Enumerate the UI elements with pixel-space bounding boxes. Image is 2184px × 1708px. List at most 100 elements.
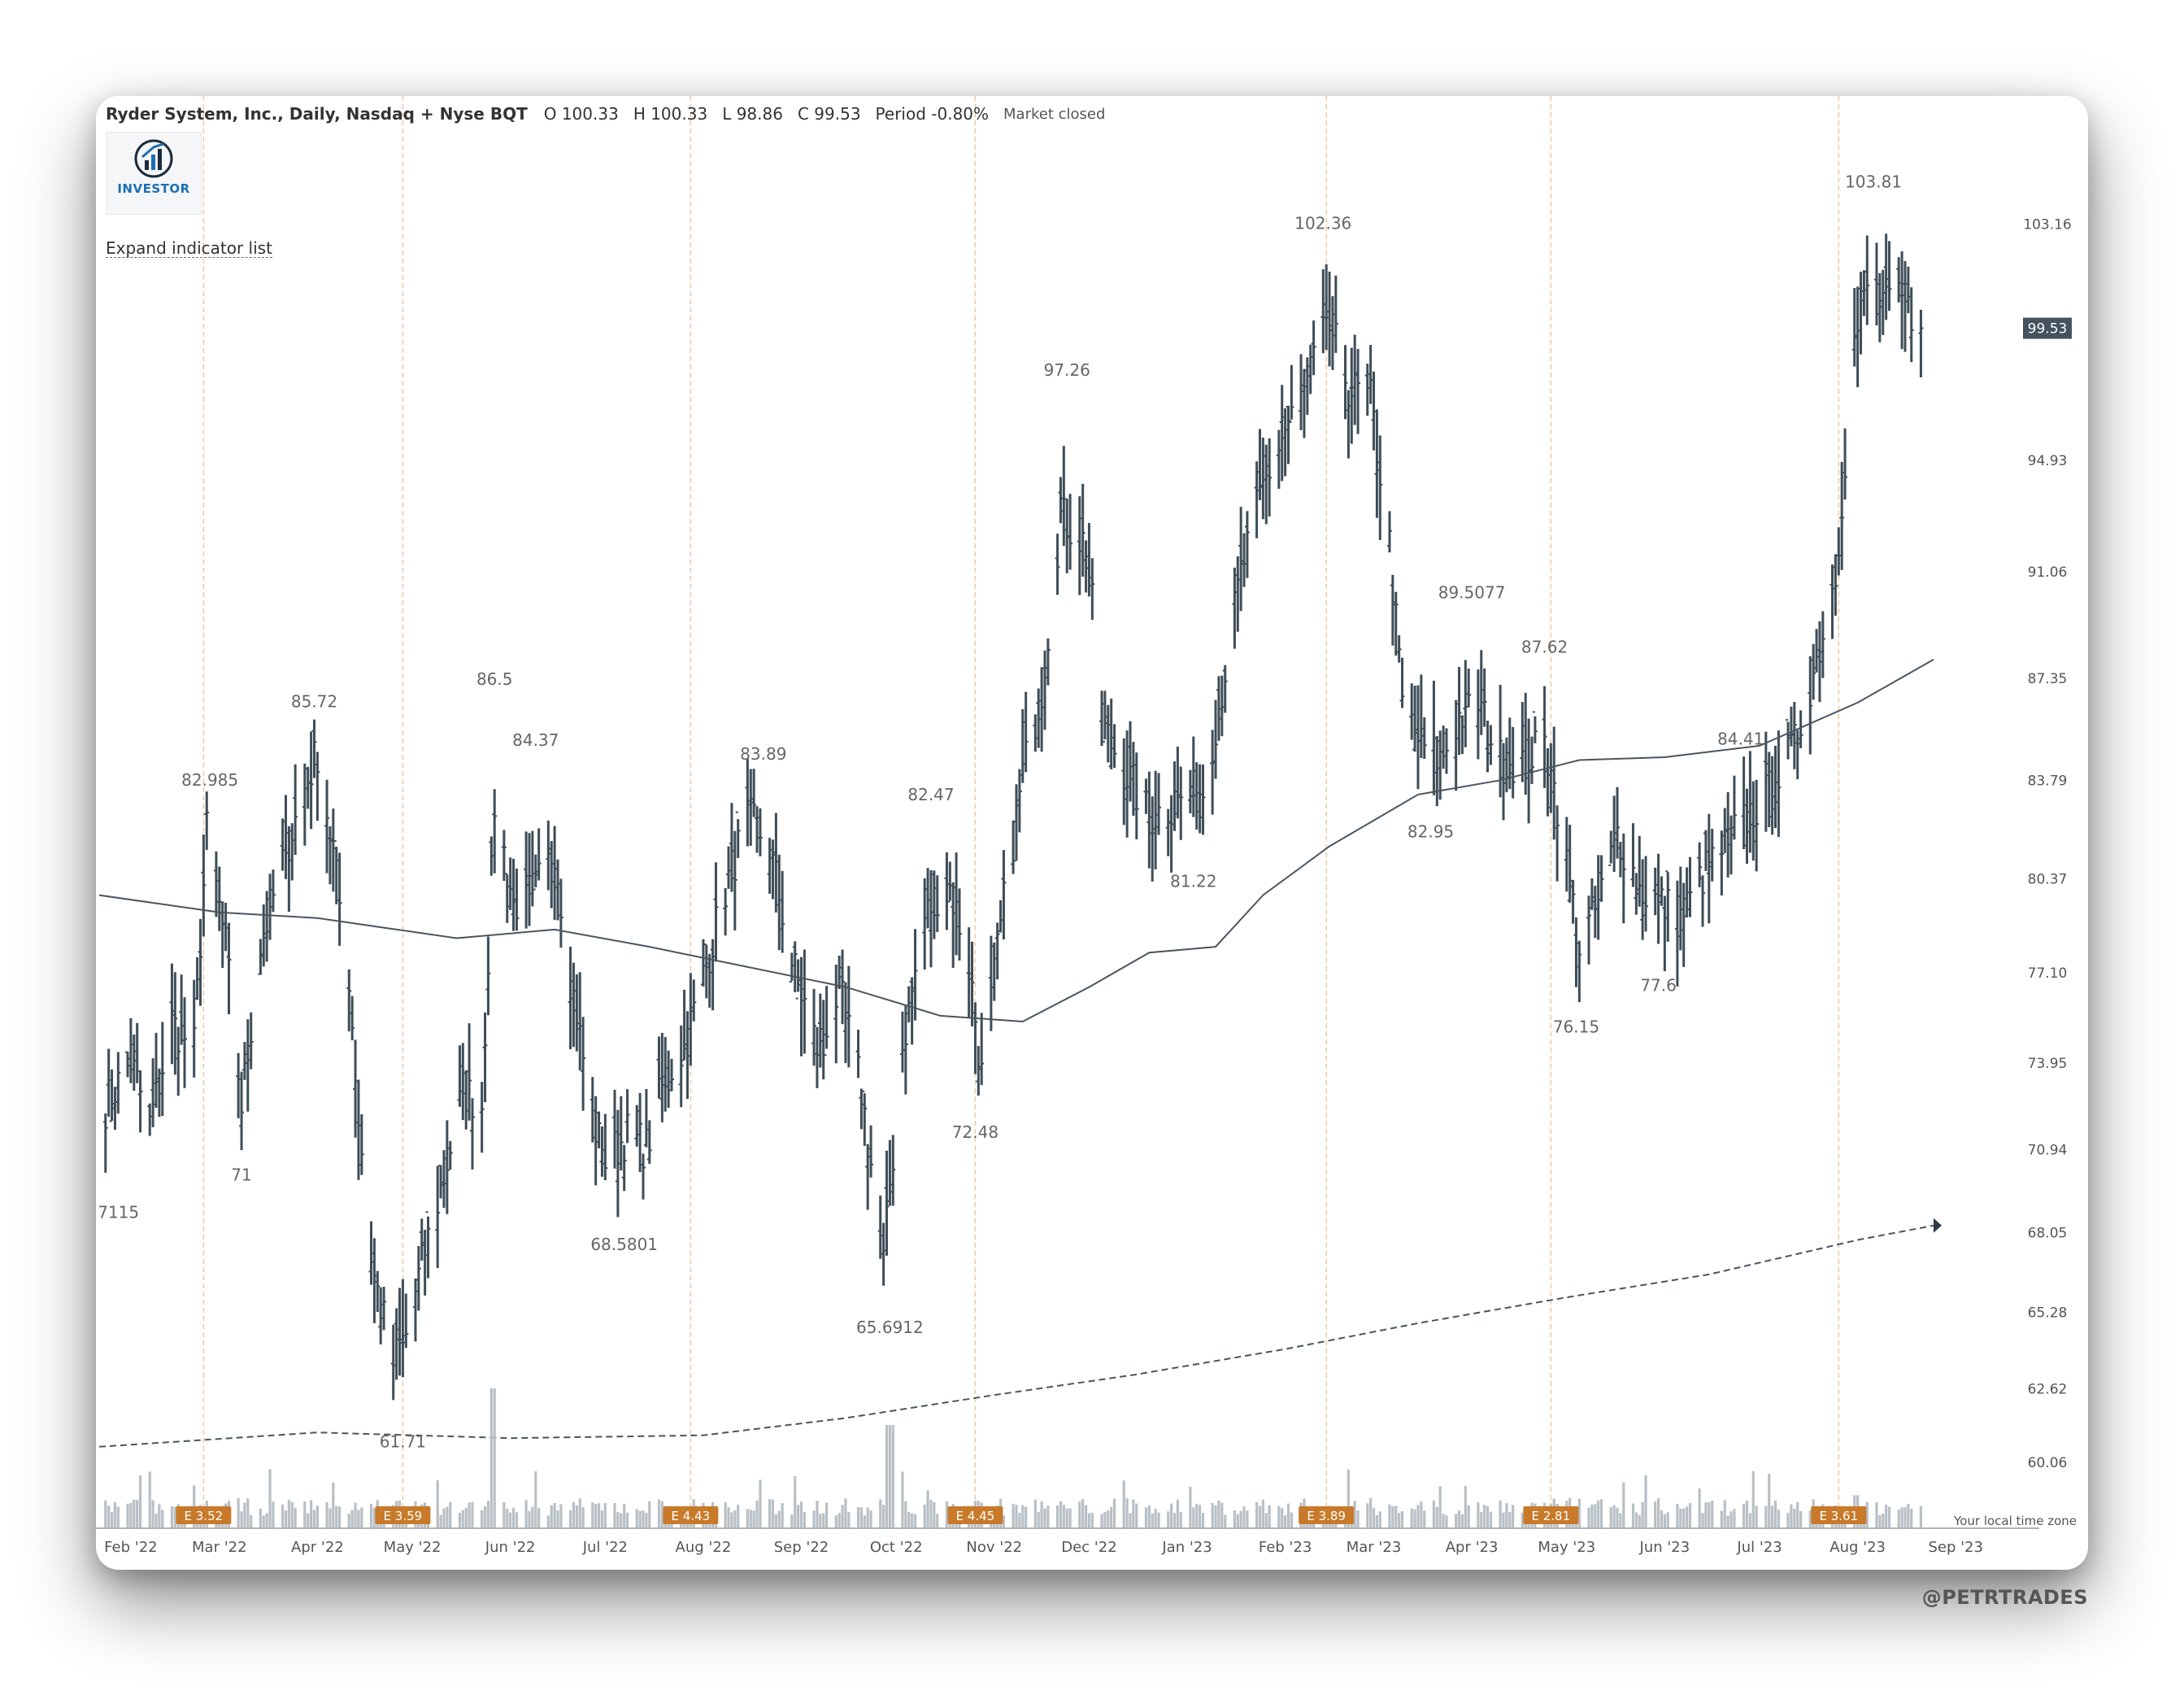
volume-bar <box>841 1505 844 1527</box>
volume-bar <box>746 1509 749 1527</box>
volume-bar <box>1410 1508 1413 1527</box>
price-chart[interactable]: E 3.52 E 3.59 E 4.43 E 4.45 E 3.89 E 2.81 E 3.… <box>96 96 2088 1570</box>
volume-bar <box>774 1514 777 1527</box>
x-tick-label: Jan '23 <box>1161 1539 1212 1556</box>
x-tick-label: Mar '23 <box>1347 1539 1402 1556</box>
volume-bar <box>1654 1501 1657 1527</box>
volume-bar <box>603 1503 607 1527</box>
volume-bar <box>294 1507 297 1527</box>
volume-bar <box>1755 1505 1758 1527</box>
volume-bar <box>856 1506 860 1527</box>
volume-bar <box>1416 1505 1420 1527</box>
x-tick-label: Jun '23 <box>1639 1539 1690 1556</box>
volume-bar <box>312 1510 316 1527</box>
volume-bar <box>515 1512 519 1527</box>
volume-bar <box>1284 1515 1287 1527</box>
volume-bar <box>759 1479 762 1527</box>
volume-bar <box>506 1509 509 1527</box>
price-annotation: 65.6912 <box>856 1318 924 1337</box>
investor-logo: INVESTOR <box>106 132 202 215</box>
expand-indicator-list-link[interactable]: Expand indicator list <box>106 238 272 258</box>
x-tick-label: Oct '22 <box>870 1539 923 1556</box>
volume-bar <box>246 1498 250 1527</box>
volume-bar <box>847 1512 851 1527</box>
volume-bar <box>464 1507 468 1527</box>
volume-bar <box>1347 1469 1351 1527</box>
volume-bar <box>1729 1511 1733 1527</box>
y-tick-label: 103.16 <box>2023 216 2071 233</box>
volume-bar <box>1189 1486 1192 1527</box>
price-annotation: 84.37 <box>512 730 559 750</box>
volume-bar <box>936 1514 939 1527</box>
open-value: O 100.33 <box>543 104 619 124</box>
volume-bar <box>1423 1510 1426 1527</box>
high-value: H 100.33 <box>633 104 708 124</box>
volume-bar <box>1135 1503 1138 1527</box>
watermark: @PETRTRADES <box>1921 1586 2088 1609</box>
volume-bar <box>556 1510 559 1527</box>
volume-bar <box>1103 1512 1107 1527</box>
volume-bar <box>616 1512 620 1527</box>
volume-bar <box>638 1510 642 1527</box>
volume-bar <box>1505 1503 1508 1527</box>
volume-bar <box>1638 1514 1641 1527</box>
market-status: Market closed <box>1003 105 1106 123</box>
volume-bar <box>1046 1505 1050 1527</box>
volume-bar <box>1502 1512 1505 1527</box>
volume-bar <box>1679 1508 1682 1527</box>
play-marker-icon <box>1933 1218 1942 1233</box>
volume-bar <box>442 1508 446 1527</box>
volume-bar <box>461 1510 464 1527</box>
volume-bar <box>1477 1502 1480 1527</box>
volume-bar <box>262 1515 265 1527</box>
price-annotation: 82.985 <box>181 770 238 790</box>
y-tick-label: 87.35 <box>2028 671 2068 687</box>
low-value: L 98.86 <box>722 104 783 124</box>
volume-bar <box>749 1510 752 1527</box>
x-tick-label: Jul '23 <box>1736 1539 1782 1556</box>
y-tick-label: 65.28 <box>2028 1305 2068 1321</box>
volume-bar <box>268 1469 272 1527</box>
volume-bar <box>834 1515 837 1527</box>
volume-bar <box>819 1514 822 1527</box>
volume-bar <box>1907 1504 1910 1527</box>
volume-bar <box>350 1510 354 1527</box>
moving-average-line <box>98 659 1934 1023</box>
volume-bar <box>1489 1511 1493 1527</box>
y-tick-label: 91.06 <box>2028 564 2068 581</box>
volume-bar <box>869 1510 872 1527</box>
volume-bar <box>1796 1501 1799 1527</box>
volume-bar <box>553 1502 556 1527</box>
volume-bar <box>1508 1511 1512 1527</box>
volume-bar <box>1059 1501 1063 1527</box>
volume-bar <box>1445 1515 1448 1527</box>
volume-bar <box>816 1501 819 1527</box>
volume-bar <box>1711 1501 1714 1527</box>
logo-text: INVESTOR <box>117 181 190 196</box>
volume-bar <box>1808 1510 1812 1527</box>
volume-bar <box>1432 1500 1436 1527</box>
volume-bar <box>161 1510 164 1527</box>
volume-bar <box>635 1509 638 1527</box>
price-annotation: 89.5077 <box>1438 583 1506 603</box>
volume-bar <box>369 1503 373 1527</box>
volume-bar <box>1723 1500 1726 1527</box>
volume-bar <box>797 1505 800 1527</box>
volume-bar <box>594 1503 598 1527</box>
volume-bar <box>133 1499 136 1527</box>
volume-bar <box>1420 1501 1423 1527</box>
volume-bar <box>730 1512 733 1527</box>
dashed-projection-line <box>98 1224 1934 1448</box>
period-change: Period -0.80% <box>875 104 990 124</box>
volume-bar <box>354 1502 357 1527</box>
volume-bar <box>648 1501 651 1527</box>
chart-card: E 3.52 E 3.59 E 4.43 E 4.45 E 3.89 E 2.81 E 3.… <box>96 96 2088 1570</box>
volume-bar <box>1090 1513 1094 1527</box>
volume-bar <box>837 1513 841 1527</box>
volume-bar <box>929 1499 933 1527</box>
volume-bar <box>357 1510 360 1527</box>
volume-bar <box>1701 1513 1704 1527</box>
volume-bar <box>1201 1513 1205 1527</box>
x-tick-label: Nov '22 <box>966 1539 1022 1556</box>
volume-bar <box>1169 1503 1173 1527</box>
